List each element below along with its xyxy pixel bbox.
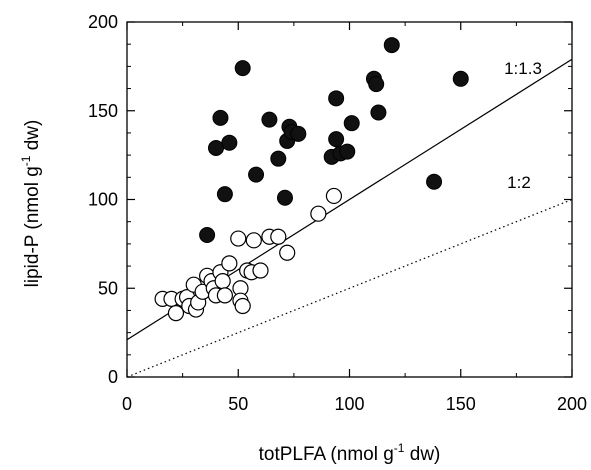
filled-point-19 — [343, 115, 360, 132]
x-axis-title: totPLFA (nmol g-1 dw) — [259, 441, 441, 465]
open-point-27 — [270, 228, 287, 245]
x-tick-label-150: 150 — [446, 394, 476, 414]
ratio-label-1: 1:2 — [507, 173, 531, 192]
filled-point-16 — [328, 131, 345, 148]
filled-point-23 — [383, 37, 400, 54]
filled-point-5 — [234, 60, 251, 77]
x-tick-label-0: 0 — [122, 394, 132, 414]
open-point-25 — [252, 262, 269, 279]
filled-point-3 — [216, 186, 233, 203]
filled-point-7 — [261, 111, 278, 128]
y-tick-label-50: 50 — [98, 278, 118, 298]
filled-point-0 — [199, 227, 216, 243]
filled-point-13 — [290, 125, 307, 142]
open-point-28 — [279, 244, 296, 261]
open-point-15 — [214, 273, 231, 290]
y-tick-label-100: 100 — [88, 190, 118, 210]
open-point-18 — [230, 230, 247, 247]
filled-point-15 — [328, 90, 345, 107]
filled-point-25 — [452, 70, 469, 87]
filled-point-1 — [208, 140, 224, 157]
y-axis-title: lipid-P (nmol g-1 dw) — [19, 120, 43, 288]
open-point-17 — [221, 255, 238, 272]
filled-point-22 — [370, 104, 387, 121]
ratio-line-1 — [126, 198, 573, 378]
y-tick-label-150: 150 — [88, 101, 118, 121]
open-point-29 — [310, 205, 327, 222]
x-tick-label-50: 50 — [228, 394, 248, 414]
filled-point-8 — [270, 150, 287, 167]
open-point-24 — [245, 232, 262, 249]
filled-point-4 — [221, 134, 238, 151]
filled-point-6 — [248, 166, 265, 183]
open-point-21 — [234, 297, 251, 315]
filled-point-21 — [368, 76, 385, 93]
open-point-16 — [216, 287, 233, 304]
filled-point-2 — [212, 109, 229, 126]
filled-point-18 — [339, 143, 356, 160]
x-tick-label-200: 200 — [557, 394, 587, 414]
x-tick-label-100: 100 — [334, 394, 364, 414]
filled-point-9 — [276, 189, 293, 206]
filled-point-24 — [426, 173, 443, 190]
ratio-label-0: 1:1.3 — [504, 59, 542, 78]
y-tick-label-200: 200 — [88, 12, 118, 32]
open-point-30 — [325, 187, 343, 205]
y-tick-label-0: 0 — [108, 367, 118, 387]
open-point-2 — [167, 305, 185, 322]
